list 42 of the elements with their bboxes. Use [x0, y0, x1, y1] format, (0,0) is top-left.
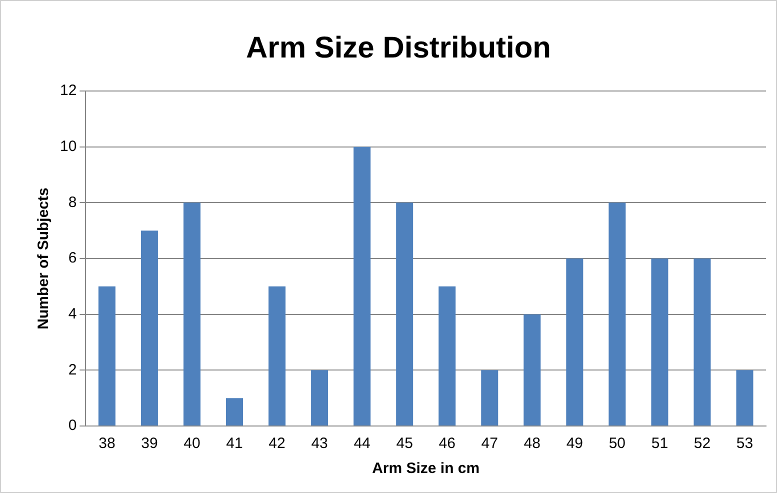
bar [183, 202, 200, 426]
chart-title: Arm Size Distribution [246, 31, 552, 64]
x-tick-label: 48 [524, 435, 540, 452]
bar [268, 286, 286, 426]
y-axis-title: Number of Subjects [35, 188, 52, 330]
y-tick-label: 12 [60, 82, 77, 100]
bar [608, 202, 626, 426]
y-tick-label: 8 [68, 194, 77, 211]
y-tick-label: 10 [60, 138, 77, 155]
x-tick-label: 42 [268, 435, 286, 452]
bar [524, 314, 541, 426]
bar [481, 370, 498, 426]
bar [566, 258, 584, 426]
y-tick-label: 6 [68, 250, 77, 267]
bar [226, 398, 244, 426]
y-tick-label: 2 [68, 361, 77, 378]
bar [396, 202, 414, 426]
bar [438, 286, 456, 426]
x-tick-label: 44 [354, 435, 370, 452]
y-tick-label: 4 [68, 305, 77, 322]
x-tick-label: 46 [438, 435, 456, 452]
x-axis-title: Arm Size in cm [372, 460, 480, 478]
x-tick-label: 50 [608, 435, 626, 452]
x-tick-label: 53 [736, 435, 754, 452]
x-tick-label: 47 [481, 435, 498, 452]
y-tick-label: 0 [68, 417, 77, 434]
x-tick-label: 38 [98, 435, 116, 452]
x-tick-label: 41 [226, 435, 243, 452]
bar [140, 230, 158, 426]
bar [736, 370, 754, 426]
x-tick-label: 40 [184, 435, 200, 452]
x-tick-label: 52 [694, 435, 711, 452]
x-tick-label: 39 [141, 435, 158, 452]
bar [694, 258, 711, 426]
x-tick-label: 51 [651, 435, 668, 452]
x-tick-label: 43 [311, 435, 328, 452]
bar [651, 258, 668, 426]
bar [311, 370, 328, 426]
bar [98, 286, 116, 426]
x-tick-label: 49 [566, 435, 584, 452]
x-tick-label: 45 [396, 435, 413, 452]
bar [354, 146, 371, 426]
